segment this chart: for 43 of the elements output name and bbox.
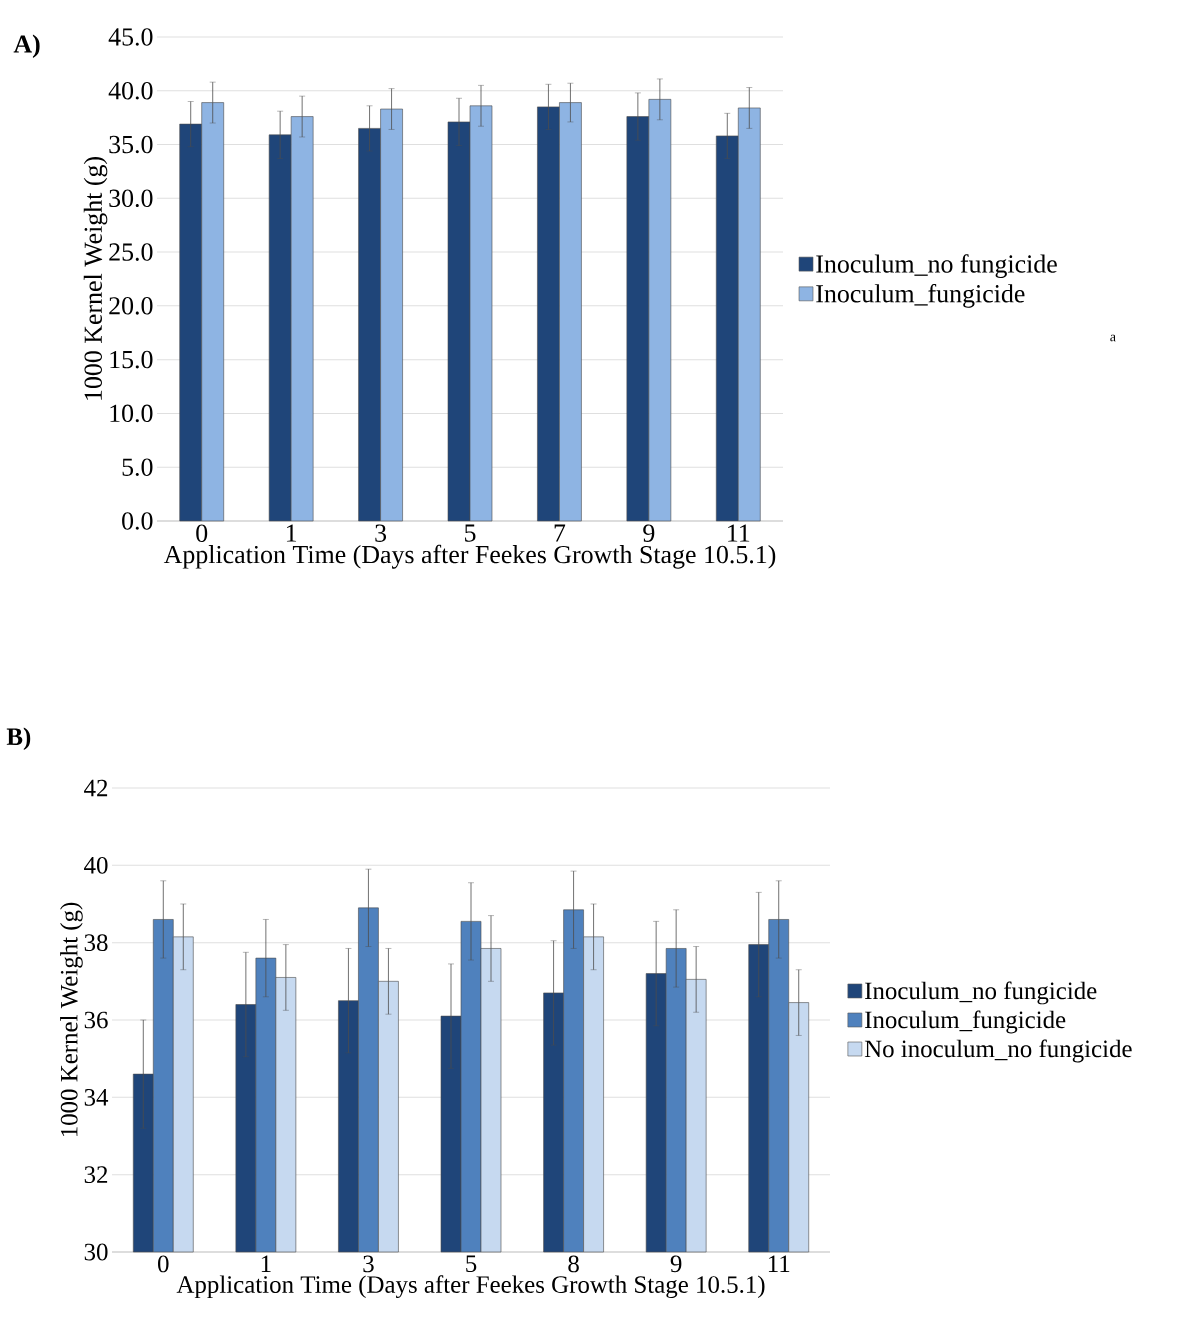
y-axis-title: 1000 Kernel Weight (g) bbox=[60, 902, 83, 1137]
y-tick-label: 5.0 bbox=[122, 458, 153, 476]
legend-label: Inoculum_fungicide bbox=[865, 1010, 1066, 1034]
y-tick-label: 36 bbox=[84, 1011, 108, 1029]
y-tick-label: 40.0 bbox=[108, 81, 153, 100]
y-tick-label: 32 bbox=[84, 1166, 108, 1184]
text: a bbox=[1110, 334, 1116, 342]
x-tick-label: 0 bbox=[196, 524, 208, 542]
y-tick-label: 40 bbox=[84, 856, 108, 874]
y-tick-label: 35.0 bbox=[109, 135, 153, 154]
x-tick-label: 3 bbox=[375, 524, 387, 542]
legend-label: Inoculum_fungicide bbox=[816, 283, 1025, 308]
y-tick-label: 0.0 bbox=[122, 512, 153, 530]
chart-title: A) bbox=[13, 34, 40, 59]
x-tick-label: 11 bbox=[728, 524, 750, 542]
x-tick-label: 0 bbox=[158, 1255, 169, 1273]
x-tick-label: 11 bbox=[768, 1255, 790, 1272]
y-tick-label: 10.0 bbox=[110, 404, 153, 423]
y-tick-label: 25.0 bbox=[109, 243, 153, 261]
x-tick-label: 7 bbox=[554, 524, 566, 542]
x-tick-label: 9 bbox=[670, 1255, 682, 1273]
y-tick-label: 20.0 bbox=[109, 297, 153, 315]
x-tick-label: 3 bbox=[363, 1255, 374, 1273]
legend-label: Inoculum_no fungicide bbox=[816, 254, 1057, 279]
y-tick-label: 38 bbox=[84, 934, 108, 952]
x-tick-label: 8 bbox=[568, 1255, 579, 1273]
y-tick-label: 15.0 bbox=[110, 350, 153, 369]
y-tick-label: 30.0 bbox=[109, 189, 153, 208]
y-tick-label: 34 bbox=[84, 1088, 109, 1106]
x-axis-title: Application Time (Days after Feekes Growth Stage 10.5.1) bbox=[163, 544, 776, 569]
legend-label: No inoculum_no fungicide bbox=[864, 1039, 1132, 1063]
y-tick-label: 42 bbox=[84, 779, 108, 797]
x-tick-label: 1 bbox=[286, 524, 297, 542]
x-axis-title: Application Time (Days after Feekes Growth Stage 10.5.1) bbox=[176, 1275, 765, 1299]
x-tick-label: 9 bbox=[643, 524, 655, 542]
legend-label: Inoculum_no fungicide bbox=[865, 981, 1097, 1005]
x-tick-label: 1 bbox=[261, 1255, 271, 1272]
chart-title: B) bbox=[6, 727, 31, 751]
y-tick-label: 45.0 bbox=[108, 28, 153, 46]
x-tick-label: 5 bbox=[466, 1255, 477, 1273]
y-axis-title: 1000 Kernel Weight (g) bbox=[83, 157, 108, 400]
y-tick-label: 30 bbox=[84, 1243, 108, 1261]
x-tick-label: 5 bbox=[465, 524, 476, 542]
